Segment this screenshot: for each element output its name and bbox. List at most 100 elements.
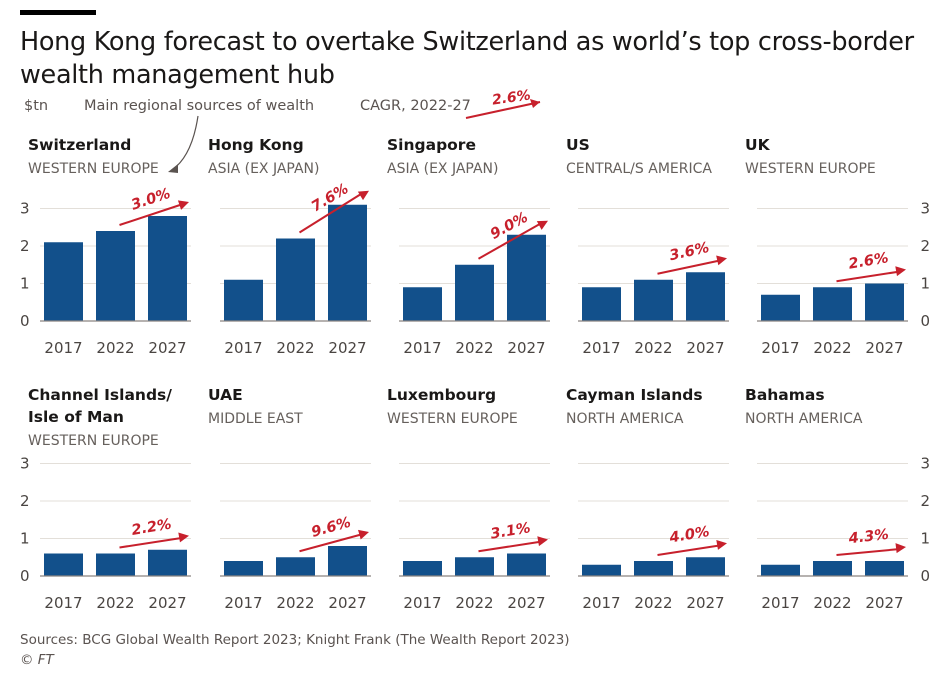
unit-label: $tn <box>24 98 49 114</box>
y-tick-label: 1 <box>20 530 30 548</box>
regional-source-note: Main regional sources of wealth <box>84 98 315 114</box>
cagr-label: 2.2% <box>130 516 172 538</box>
cagr-arrowhead <box>716 539 727 550</box>
cagr-arrowhead <box>895 543 906 554</box>
panel-title: UK <box>745 136 771 154</box>
cagr-label: 4.3% <box>847 527 890 548</box>
panel-region: WESTERN EUROPE <box>28 161 159 177</box>
x-tick-label: 2027 <box>148 594 186 612</box>
y-tick-label: 1 <box>920 530 930 548</box>
cagr-label: 4.0% <box>667 524 710 547</box>
cagr-arrowhead <box>177 200 189 210</box>
x-tick-label: 2017 <box>403 339 441 357</box>
panel-title: Bahamas <box>745 386 825 404</box>
bar <box>455 557 494 576</box>
cagr-label: 3.1% <box>489 520 531 542</box>
cagr-label: 9.6% <box>310 515 353 541</box>
x-tick-label: 2022 <box>455 594 493 612</box>
cagr-arrow <box>836 548 901 556</box>
bar <box>455 264 494 321</box>
bar <box>403 287 442 321</box>
chart-title: Hong Kong forecast to overtake Switzerla… <box>20 27 914 90</box>
panel-region: MIDDLE EAST <box>208 411 303 427</box>
bar <box>634 279 673 321</box>
cagr-legend-arrowhead <box>530 99 540 108</box>
cagr-arrowhead <box>716 255 727 266</box>
bar <box>328 546 367 576</box>
y-tick-label: 1 <box>920 275 930 293</box>
y-tick-label: 3 <box>20 455 30 473</box>
panel-title: UAE <box>208 386 243 404</box>
panel-region: NORTH AMERICA <box>745 411 863 427</box>
cagr-arrow <box>478 221 543 260</box>
y-tick-label: 2 <box>920 492 930 510</box>
panel-region: WESTERN EUROPE <box>387 411 518 427</box>
cagr-arrowhead <box>537 536 548 547</box>
panel-title: Switzerland <box>28 136 131 154</box>
y-tick-label: 3 <box>20 200 30 218</box>
bar <box>148 216 187 321</box>
panel-title: Isle of Man <box>28 408 124 426</box>
regional-note-pointer <box>171 115 199 171</box>
cagr-arrow <box>119 536 184 549</box>
bar <box>507 234 546 321</box>
x-tick-label: 2017 <box>582 594 620 612</box>
cagr-arrow <box>119 203 184 226</box>
bar <box>761 294 800 321</box>
y-tick-label: 2 <box>20 492 30 510</box>
x-tick-label: 2022 <box>96 339 134 357</box>
bar <box>224 279 263 321</box>
y-tick-label: 0 <box>920 567 930 585</box>
bar <box>582 287 621 321</box>
panel-title: Singapore <box>387 136 476 154</box>
cagr-arrow <box>657 544 722 556</box>
cagr-arrow <box>298 191 364 234</box>
bar <box>813 287 852 321</box>
x-tick-label: 2027 <box>148 339 186 357</box>
bar <box>96 553 135 576</box>
panel-region: WESTERN EUROPE <box>745 161 876 177</box>
x-tick-label: 2022 <box>96 594 134 612</box>
x-tick-label: 2027 <box>686 339 724 357</box>
x-tick-label: 2027 <box>507 339 545 357</box>
x-tick-label: 2017 <box>44 594 82 612</box>
bar <box>44 242 83 321</box>
y-tick-label: 3 <box>920 455 930 473</box>
cagr-arrow <box>836 270 901 283</box>
x-tick-label: 2022 <box>455 339 493 357</box>
x-tick-label: 2022 <box>813 339 851 357</box>
panel-title: Hong Kong <box>208 136 304 154</box>
bar <box>148 549 187 576</box>
x-tick-label: 2017 <box>224 339 262 357</box>
cagr-arrowhead <box>895 266 906 277</box>
cagr-arrowhead <box>178 532 189 543</box>
panel-region: NORTH AMERICA <box>566 411 684 427</box>
bar <box>865 561 904 576</box>
bar <box>276 238 315 321</box>
cagr-arrow <box>299 533 364 553</box>
panel-region: ASIA (EX JAPAN) <box>387 161 499 177</box>
y-tick-label: 0 <box>920 312 930 330</box>
x-tick-label: 2027 <box>328 339 366 357</box>
x-tick-label: 2022 <box>634 339 672 357</box>
cagr-arrowhead <box>536 220 548 230</box>
panel-title: US <box>566 136 590 154</box>
cagr-arrow <box>657 259 722 275</box>
cagr-arrowhead <box>357 190 369 201</box>
bar <box>865 283 904 321</box>
x-tick-label: 2027 <box>686 594 724 612</box>
x-tick-label: 2017 <box>582 339 620 357</box>
x-tick-label: 2027 <box>507 594 545 612</box>
x-tick-label: 2017 <box>224 594 262 612</box>
bar <box>686 272 725 321</box>
panel-title: Luxembourg <box>387 386 496 404</box>
x-tick-label: 2022 <box>813 594 851 612</box>
x-tick-label: 2022 <box>634 594 672 612</box>
y-tick-label: 2 <box>20 237 30 255</box>
cagr-legend-arrow <box>465 101 541 119</box>
credit-note: © FT <box>20 652 54 668</box>
cagr-legend-label: CAGR, 2022-27 <box>360 98 471 114</box>
bar <box>44 553 83 576</box>
bar <box>403 561 442 576</box>
y-tick-label: 0 <box>20 567 30 585</box>
